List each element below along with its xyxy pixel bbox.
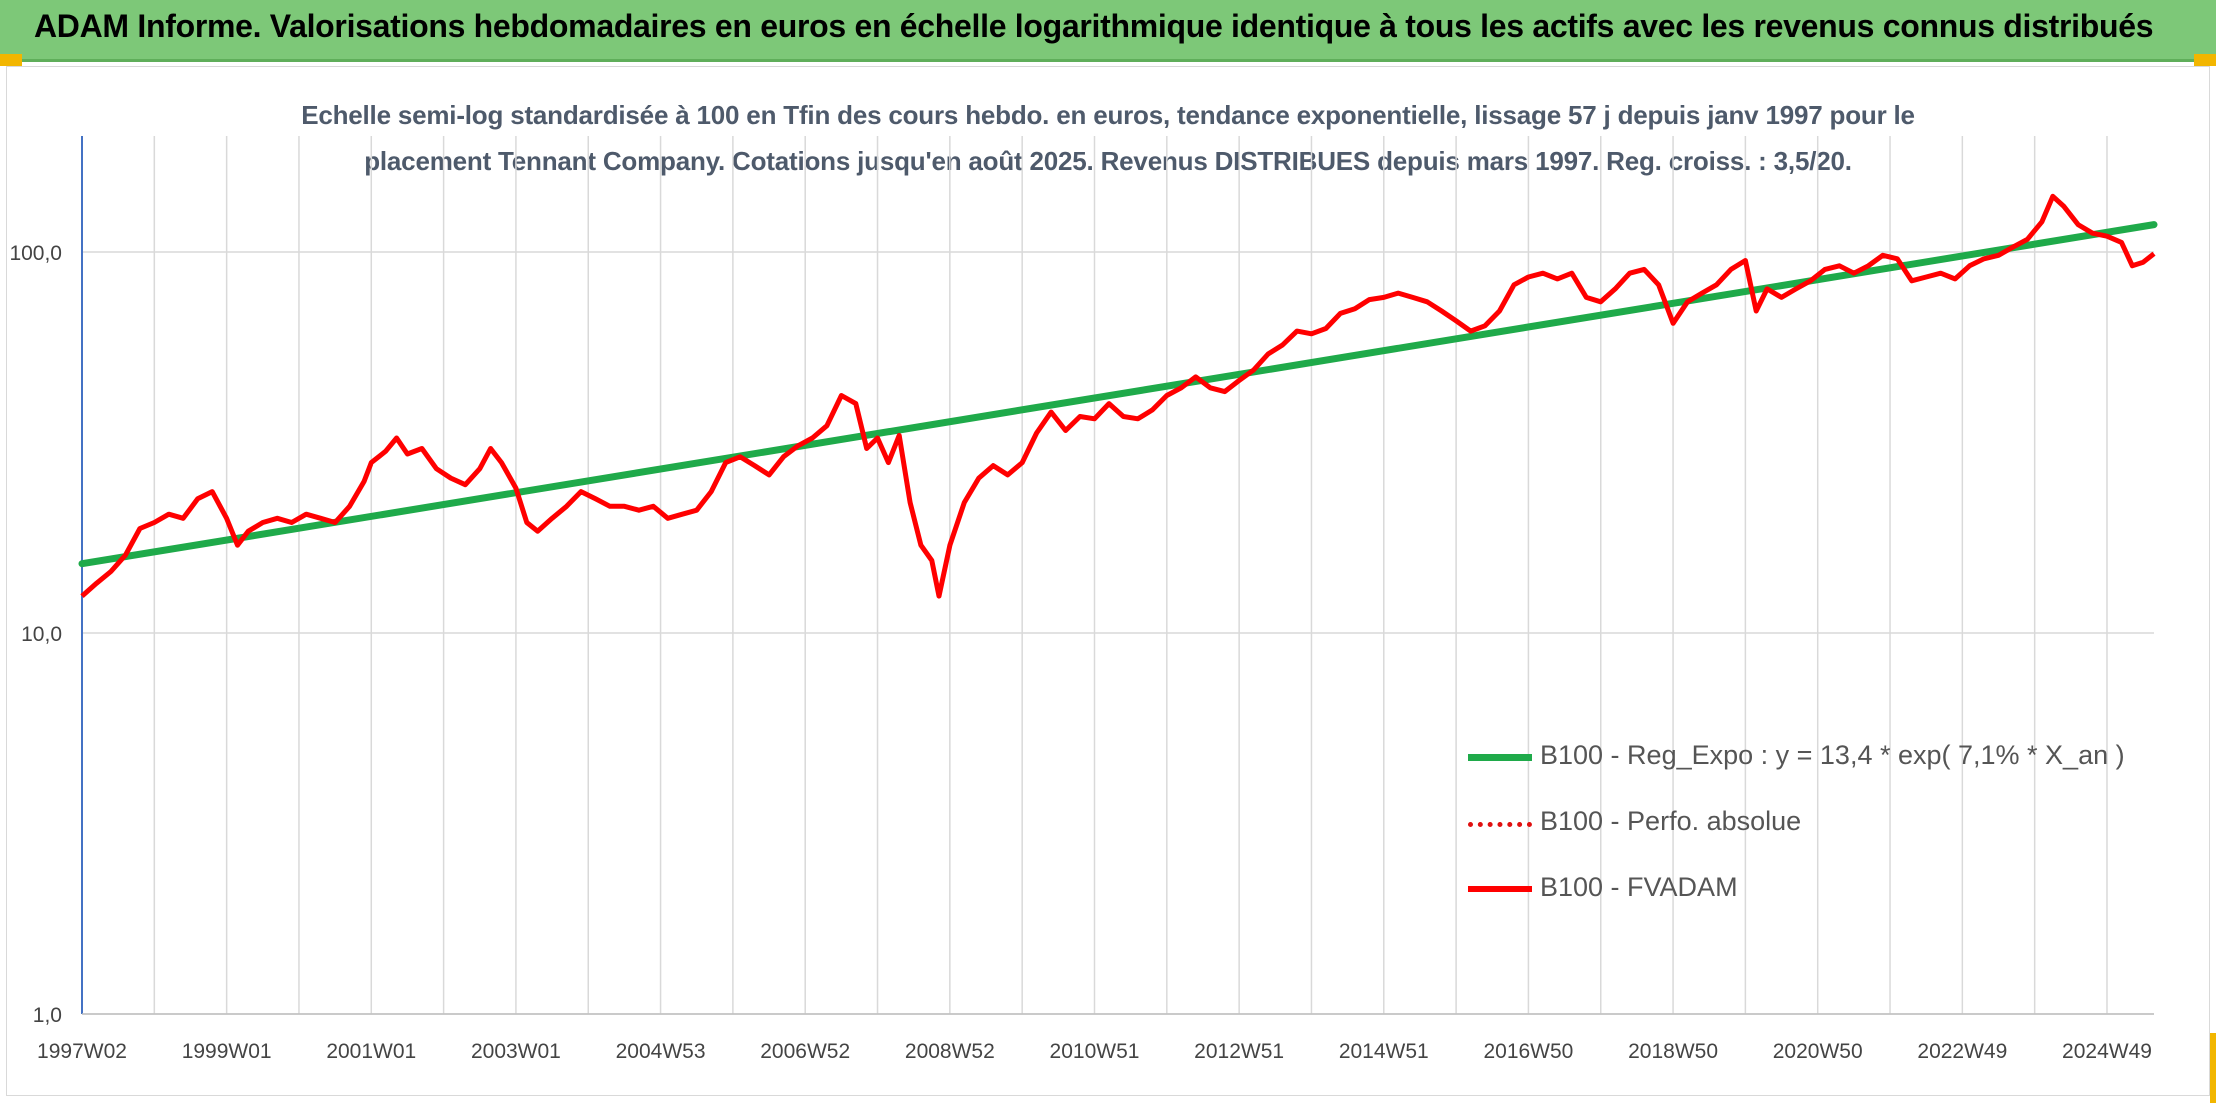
chart-area bbox=[6, 66, 2210, 1096]
chart-subtitle: Echelle semi-log standardisée à 100 en T… bbox=[0, 92, 2216, 184]
x-tick-label: 2012W51 bbox=[1194, 1040, 1284, 1063]
x-tick-label: 2006W52 bbox=[760, 1040, 850, 1063]
corner-accent-top-left bbox=[0, 54, 22, 66]
legend-label-regression: B100 - Reg_Expo : y = 13,4 * exp( 7,1% *… bbox=[1540, 740, 2125, 770]
x-tick-label: 2014W51 bbox=[1339, 1040, 1429, 1063]
x-tick-label: 2003W01 bbox=[471, 1040, 561, 1063]
y-tick-label: 10,0 bbox=[21, 623, 62, 646]
corner-accent-top-right bbox=[2194, 54, 2216, 66]
x-tick-label: 1997W02 bbox=[37, 1040, 127, 1063]
y-tick-label: 1,0 bbox=[33, 1004, 62, 1027]
chart-subtitle-line-1: Echelle semi-log standardisée à 100 en T… bbox=[301, 100, 1915, 130]
x-tick-label: 2010W51 bbox=[1050, 1040, 1140, 1063]
series-regression-line bbox=[78, 221, 2158, 568]
legend-swatch-fvadam bbox=[1468, 886, 1532, 892]
x-tick-label: 2024W49 bbox=[2062, 1040, 2152, 1063]
legend-swatch-regression bbox=[1468, 754, 1532, 761]
legend-label-fvadam: B100 - FVADAM bbox=[1540, 872, 1738, 902]
x-tick-label: 2020W50 bbox=[1773, 1040, 1863, 1063]
chart-subtitle-line-2: placement Tennant Company. Cotations jus… bbox=[364, 146, 1852, 176]
corner-accent-bottom-right bbox=[2210, 1033, 2216, 1103]
legend-label-perfo: B100 - Perfo. absolue bbox=[1540, 806, 1802, 836]
x-tick-label: 2018W50 bbox=[1628, 1040, 1718, 1063]
x-tick-label: 2008W52 bbox=[905, 1040, 995, 1063]
report-header: ADAM Informe. Valorisations hebdomadaire… bbox=[0, 0, 2216, 62]
x-tick-label: 1999W01 bbox=[182, 1040, 272, 1063]
x-tick-label: 2004W53 bbox=[616, 1040, 706, 1063]
series-fvadam-line bbox=[80, 193, 2156, 599]
y-tick-label: 100,0 bbox=[9, 242, 62, 265]
report-title: ADAM Informe. Valorisations hebdomadaire… bbox=[34, 8, 2154, 44]
legend-swatch-perfo bbox=[1468, 822, 1532, 827]
x-tick-label: 2016W50 bbox=[1483, 1040, 1573, 1063]
x-tick-label: 2001W01 bbox=[326, 1040, 416, 1063]
x-tick-label: 2022W49 bbox=[1917, 1040, 2007, 1063]
